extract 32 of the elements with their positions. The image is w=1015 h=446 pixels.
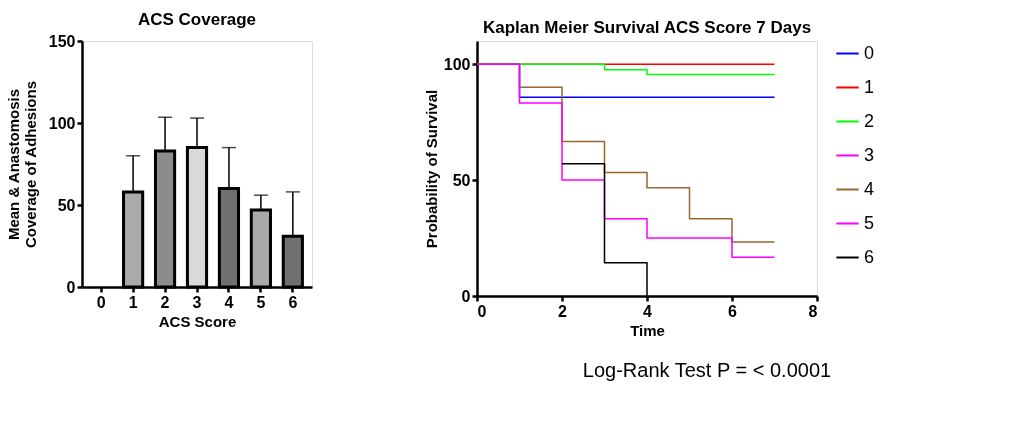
legend-label: 6 (864, 246, 875, 267)
x-tick-label: 0 (96, 293, 106, 311)
x-tick-label: 1 (128, 293, 138, 311)
legend-label: 3 (864, 144, 875, 165)
x-tick-label: 0 (477, 302, 487, 320)
y-axis-title: Probability of Survival (422, 89, 440, 249)
x-axis-title: ACS Score (158, 312, 237, 330)
x-tick-label: 2 (160, 293, 170, 311)
chart-title: Kaplan Meier Survival ACS Score 7 Days (482, 18, 812, 37)
x-tick-label: 3 (192, 293, 202, 311)
x-tick-label: 6 (728, 302, 738, 320)
x-tick-label: 2 (558, 302, 568, 320)
x-tick-label: 6 (288, 293, 298, 311)
y-tick-label: 100 (443, 55, 471, 73)
y-tick-label: 50 (452, 171, 471, 189)
x-axis-title: Time (630, 321, 665, 339)
text: Log-Rank Test P = < 0.0001 (582, 359, 832, 381)
y-tick-label: 100 (48, 114, 76, 132)
y-tick-label: 150 (48, 32, 76, 50)
x-tick-label: 4 (643, 302, 653, 320)
x-tick-label: 5 (256, 293, 266, 311)
legend-label: 1 (864, 76, 875, 97)
legend-label: 5 (864, 212, 875, 233)
legend-label: 2 (864, 110, 875, 131)
x-tick-label: 4 (224, 293, 234, 311)
legend-label: 0 (864, 42, 875, 63)
chart-title: ACS Coverage (137, 10, 257, 29)
legend-label: 4 (864, 178, 875, 199)
x-tick-label: 8 (808, 302, 818, 320)
y-tick-label: 50 (57, 196, 76, 214)
y-axis-title: Mean & Anastomosis Coverage of Adhesions (4, 81, 39, 248)
y-tick-label: 0 (66, 278, 76, 296)
